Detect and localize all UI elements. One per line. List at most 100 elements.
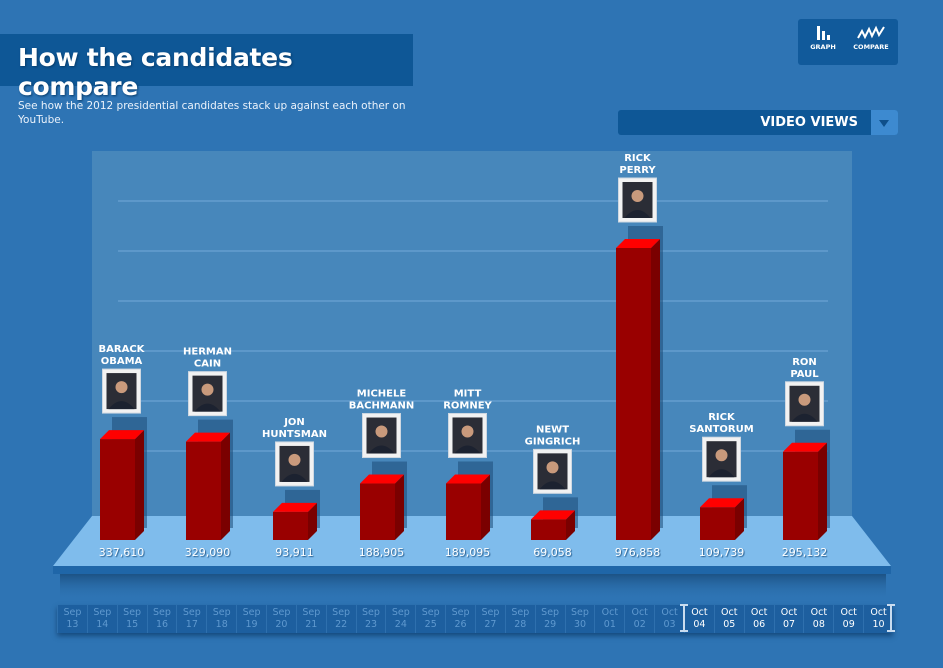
timeline-date[interactable]: Oct 06: [743, 605, 774, 633]
timeline-date[interactable]: Oct 08: [803, 605, 833, 633]
timeline-date[interactable]: Sep 29: [534, 605, 565, 633]
timeline-date[interactable]: Sep 25: [415, 605, 445, 633]
bar-value-label: 337,610: [99, 546, 145, 559]
timeline-date[interactable]: Sep 22: [325, 605, 356, 633]
timeline-date[interactable]: Sep 18: [206, 605, 236, 633]
timeline-date[interactable]: Oct 10: [863, 605, 893, 633]
timeline-date[interactable]: Sep 14: [86, 605, 117, 633]
timeline-day: 08: [812, 619, 825, 630]
timeline-date[interactable]: Sep 15: [116, 605, 147, 633]
timeline-day: 19: [245, 619, 258, 630]
timeline-month: Oct: [750, 607, 768, 618]
bar-value-label: 329,090: [185, 546, 231, 559]
timeline-date[interactable]: Sep 23: [355, 605, 386, 633]
candidate-name-label: PAUL: [790, 369, 819, 380]
timeline-day: 06: [753, 619, 766, 630]
bar[interactable]: [273, 511, 308, 540]
range-end-handle[interactable]: [887, 603, 895, 633]
bar-value-label: 189,095: [445, 546, 491, 559]
candidate-name-label: CAIN: [194, 359, 221, 370]
timeline-date[interactable]: Sep 27: [475, 605, 505, 633]
timeline-date[interactable]: Oct 09: [833, 605, 863, 633]
timeline-date[interactable]: Oct 01: [594, 605, 624, 633]
timeline-day: 22: [335, 619, 348, 630]
bar[interactable]: [700, 507, 735, 540]
candidate-name-label: NEWT: [536, 424, 569, 435]
timeline-day: 29: [544, 619, 557, 630]
range-start-handle[interactable]: [680, 603, 688, 633]
bar-top: [616, 239, 660, 248]
timeline-day: 07: [782, 619, 796, 630]
timeline-day: 25: [424, 619, 437, 630]
date-range-timeline[interactable]: Sep 13 Sep 14 Sep 15 Sep 16 Sep 17 Sep 18 Sep 19 Sep 20…: [57, 603, 895, 633]
timeline-date[interactable]: Sep 20: [266, 605, 296, 633]
timeline-day: 20: [275, 619, 288, 630]
timeline-day: 05: [723, 619, 736, 630]
timeline-date[interactable]: Oct 05: [713, 605, 744, 633]
timeline-month: Oct: [631, 607, 648, 618]
timeline-day: 30: [573, 619, 587, 630]
timeline-day: 01: [603, 619, 616, 630]
timeline-month: Sep: [332, 607, 351, 618]
metric-dropdown[interactable]: VIDEO VIEWS: [618, 110, 898, 135]
bar-value-label: 69,058: [533, 546, 572, 559]
bar[interactable]: [783, 451, 818, 540]
timeline-date[interactable]: Sep 16: [146, 605, 177, 633]
candidate-name-label: BACHMANN: [349, 401, 415, 412]
chevron-down-icon[interactable]: [871, 110, 898, 135]
view-mode-toggle: GRAPH COMPARE: [798, 19, 898, 65]
timeline-month: Oct: [601, 607, 619, 618]
timeline-date[interactable]: Sep 13: [57, 605, 87, 633]
bar[interactable]: [100, 439, 135, 540]
timeline-day: 17: [185, 619, 198, 630]
timeline-month: Sep: [571, 607, 589, 618]
candidate-name-label: SANTORUM: [689, 424, 753, 435]
candidate-name-label: PERRY: [619, 165, 656, 176]
timeline-date[interactable]: Oct 03: [654, 605, 684, 633]
graph-button[interactable]: GRAPH: [800, 25, 846, 61]
timeline-month: Sep: [63, 607, 82, 618]
timeline-date[interactable]: Sep 24: [385, 605, 415, 633]
bar-value-label: 93,911: [275, 546, 314, 559]
metric-dropdown-value: VIDEO VIEWS: [760, 115, 858, 130]
bar[interactable]: [360, 483, 395, 540]
graph-button-label: GRAPH: [810, 43, 836, 51]
photo-suit: [454, 445, 481, 454]
timeline-date[interactable]: Sep 19: [236, 605, 266, 633]
bar[interactable]: [186, 441, 221, 540]
bar-side: [395, 474, 404, 540]
chart-floor-shadow: [60, 574, 886, 600]
timeline-date[interactable]: Sep 17: [176, 605, 206, 633]
timeline-day: 24: [394, 619, 407, 630]
timeline-date[interactable]: Sep 30: [564, 605, 595, 633]
timeline-date[interactable]: Sep 26: [445, 605, 475, 633]
timeline-day: 09: [842, 619, 855, 630]
line-compare-icon: [857, 25, 885, 40]
candidate-name-label: RON: [792, 357, 817, 368]
candidate-name-label: MICHELE: [357, 389, 407, 400]
timeline-date[interactable]: Oct 04: [684, 605, 714, 633]
timeline-day: 23: [364, 619, 378, 630]
timeline-date[interactable]: Oct 07: [773, 605, 804, 633]
timeline-date[interactable]: Sep 21: [295, 605, 326, 633]
timeline-date[interactable]: Oct 02: [624, 605, 654, 633]
timeline-month: Oct: [721, 607, 738, 618]
bar-graph-icon: [817, 26, 830, 40]
bar[interactable]: [531, 519, 566, 540]
timeline-date[interactable]: Sep 28: [504, 605, 535, 633]
page-subtitle: See how the 2012 presidential candidates…: [18, 100, 406, 126]
bar[interactable]: [616, 248, 651, 540]
compare-button[interactable]: COMPARE: [848, 25, 894, 61]
bar-side: [308, 502, 317, 540]
photo-face: [201, 383, 214, 396]
candidate-name-label: ROMNEY: [443, 400, 492, 411]
bar[interactable]: [446, 483, 481, 540]
timeline-day: 21: [305, 619, 318, 630]
photo-face: [288, 453, 301, 466]
timeline-day: 18: [215, 619, 228, 630]
